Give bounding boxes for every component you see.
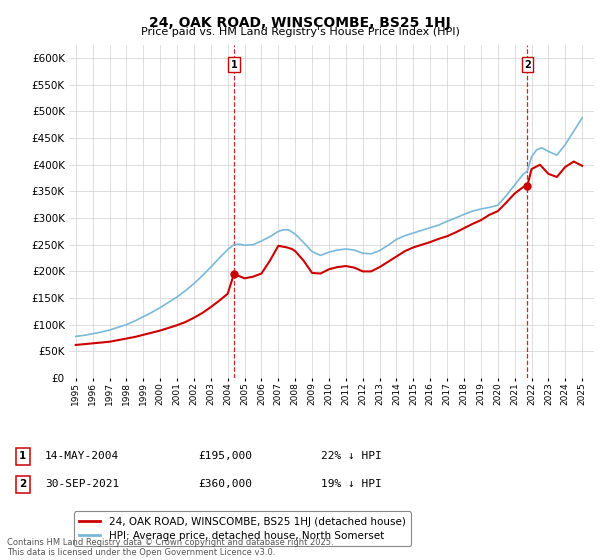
Text: Price paid vs. HM Land Registry's House Price Index (HPI): Price paid vs. HM Land Registry's House …	[140, 27, 460, 37]
Text: 30-SEP-2021: 30-SEP-2021	[45, 479, 119, 489]
Text: 1: 1	[19, 451, 26, 461]
Text: £195,000: £195,000	[198, 451, 252, 461]
Text: £360,000: £360,000	[198, 479, 252, 489]
Text: 2: 2	[19, 479, 26, 489]
Text: 22% ↓ HPI: 22% ↓ HPI	[321, 451, 382, 461]
Text: 2: 2	[524, 60, 530, 70]
Text: 1: 1	[230, 60, 238, 70]
Text: 14-MAY-2004: 14-MAY-2004	[45, 451, 119, 461]
Legend: 24, OAK ROAD, WINSCOMBE, BS25 1HJ (detached house), HPI: Average price, detached: 24, OAK ROAD, WINSCOMBE, BS25 1HJ (detac…	[74, 511, 410, 546]
Text: Contains HM Land Registry data © Crown copyright and database right 2025.
This d: Contains HM Land Registry data © Crown c…	[7, 538, 334, 557]
Text: 24, OAK ROAD, WINSCOMBE, BS25 1HJ: 24, OAK ROAD, WINSCOMBE, BS25 1HJ	[149, 16, 451, 30]
Text: 19% ↓ HPI: 19% ↓ HPI	[321, 479, 382, 489]
